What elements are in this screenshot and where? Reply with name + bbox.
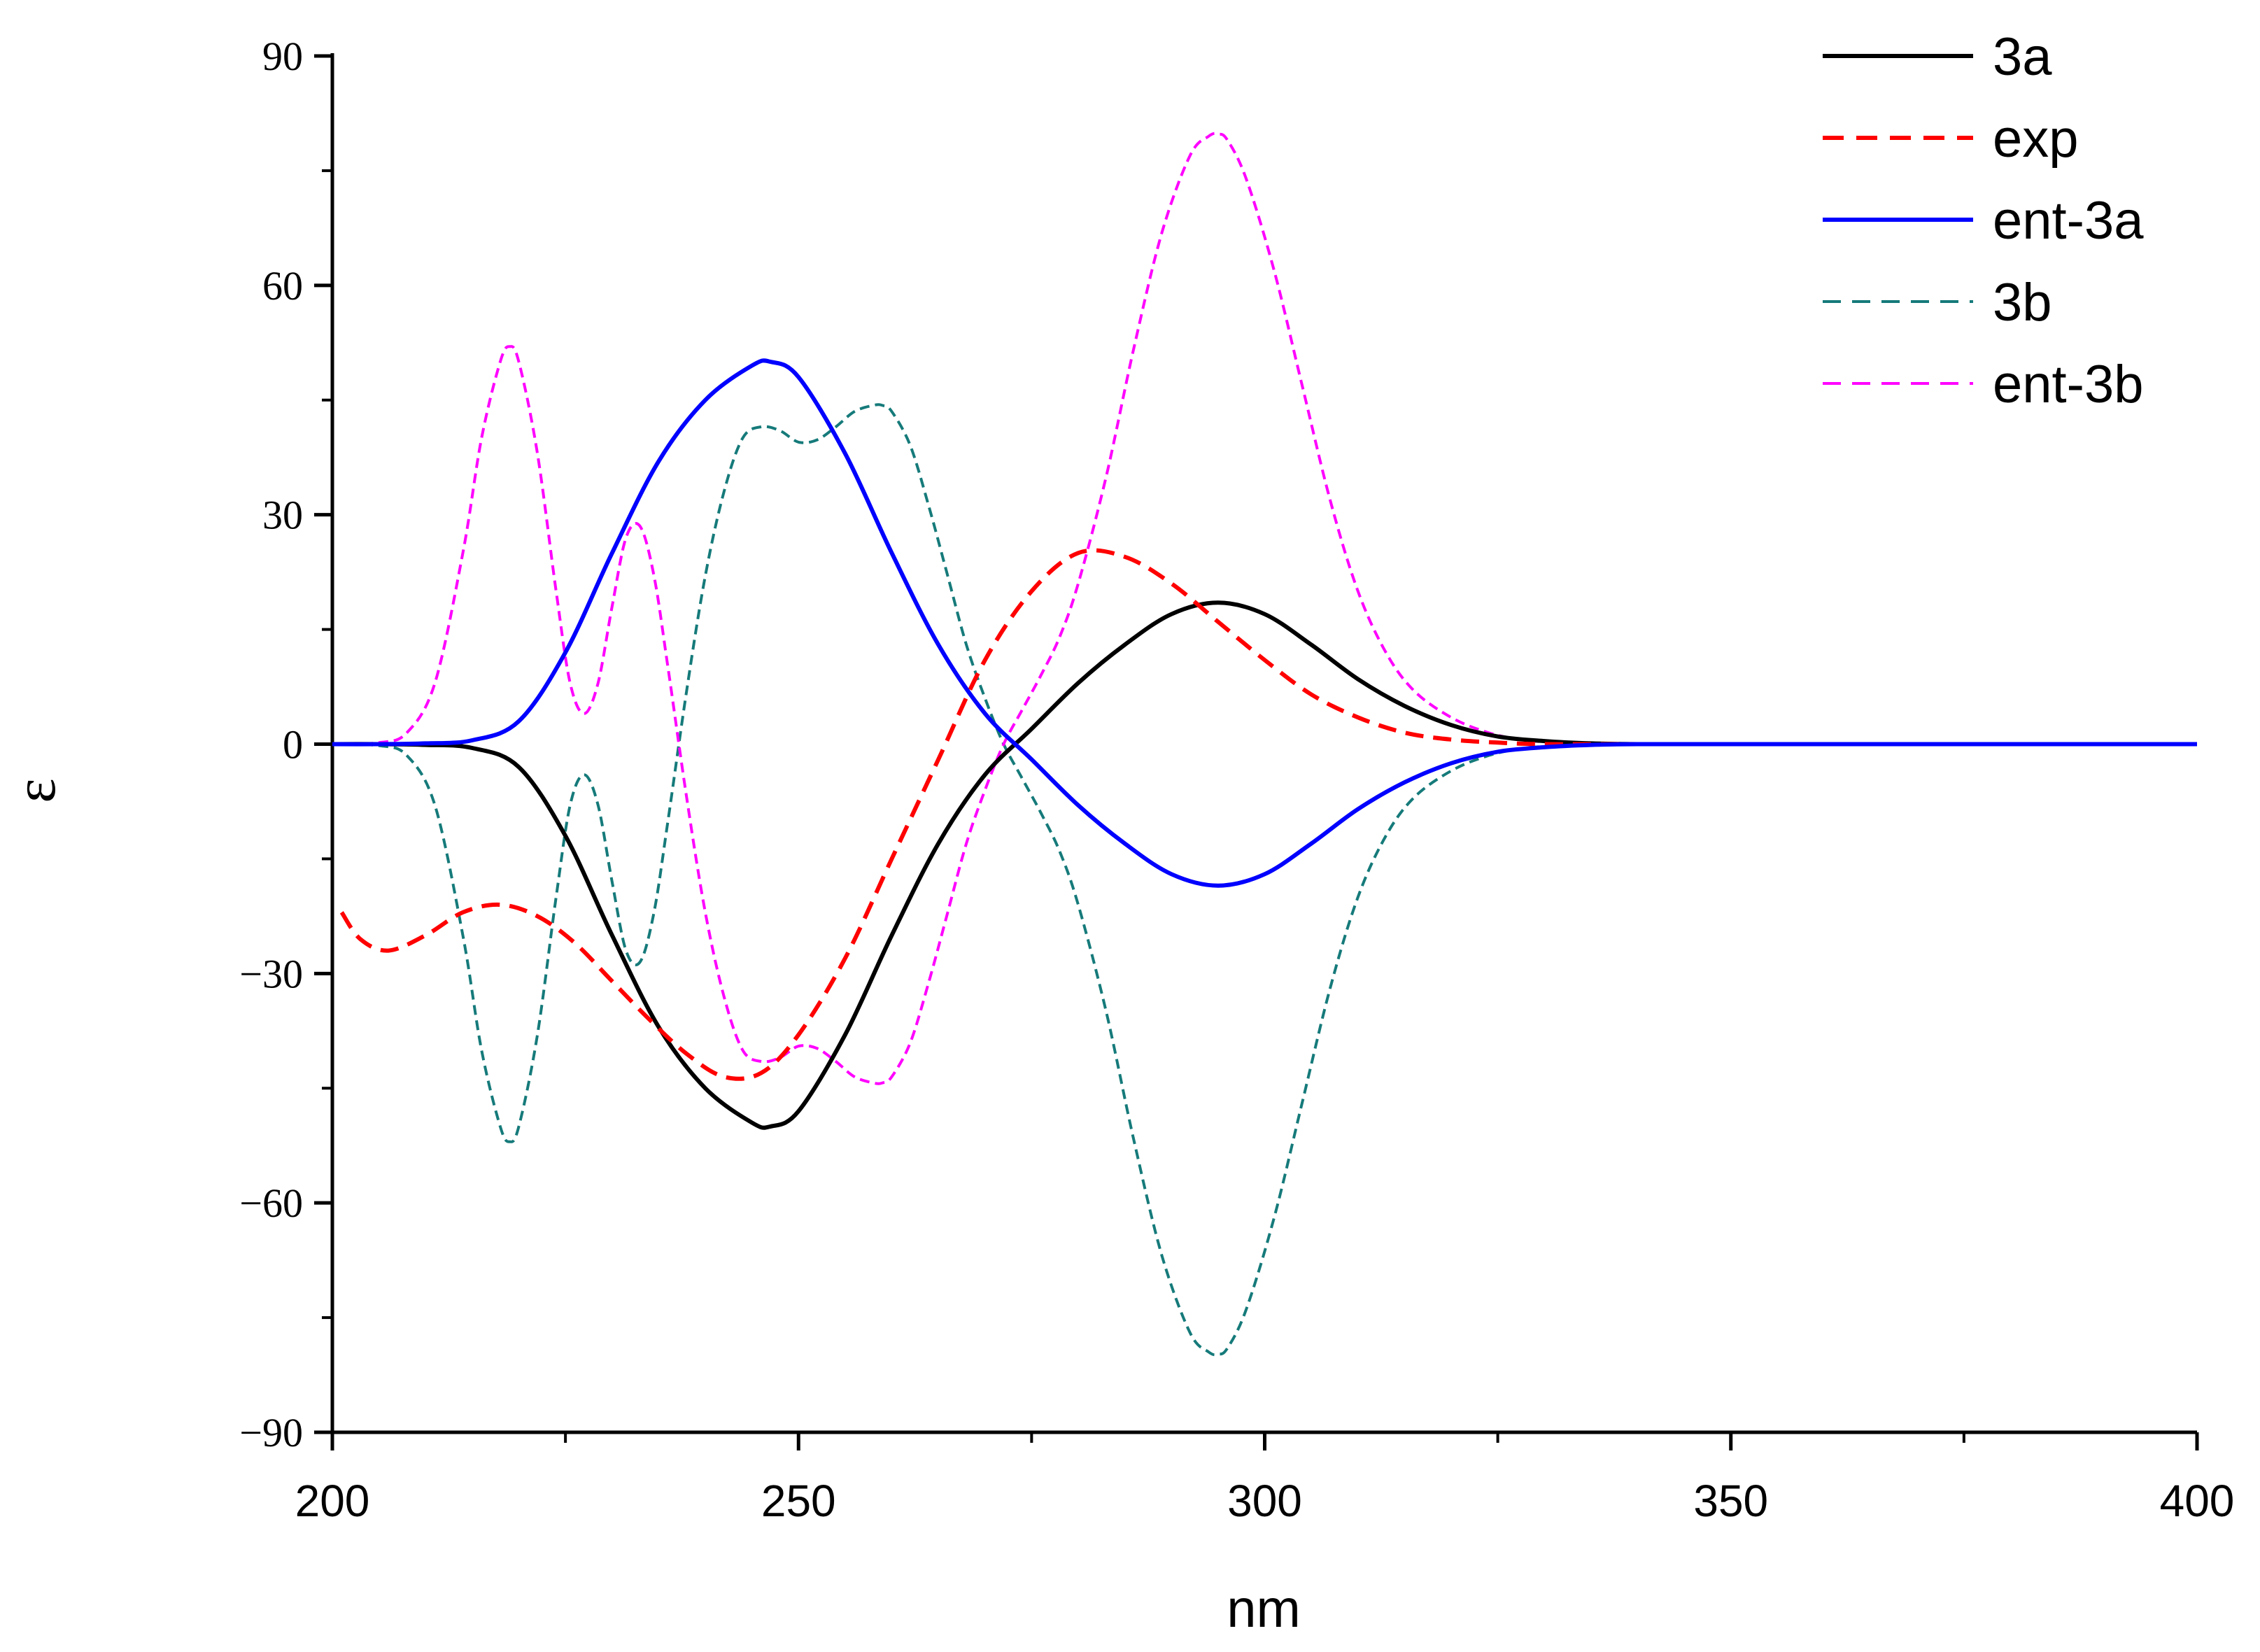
y-tick-label: −60 [239, 1180, 303, 1226]
legend-label-3b: 3b [1993, 273, 2052, 332]
y-tick-label: 60 [262, 263, 303, 309]
x-tick-label: 350 [1693, 1476, 1768, 1526]
legend-label-ent-3a: ent-3a [1993, 191, 2144, 250]
y-tick-label: 0 [283, 722, 303, 768]
series-line-ent-3a [332, 358, 2197, 888]
legend: 3a exp ent-3a 3b ent-3b [1823, 27, 2144, 414]
x-tick-label: 300 [1227, 1476, 1302, 1526]
y-tick-label: 30 [262, 493, 303, 538]
series-line-3b [332, 403, 2197, 1357]
legend-label-exp: exp [1993, 109, 2079, 169]
axes: −90 −60 −30 0 30 60 90 200 250 300 350 400 [239, 34, 2234, 1526]
legend-label-ent-3b: ent-3b [1993, 355, 2144, 414]
y-tick-label: 90 [262, 34, 303, 79]
x-tick-label: 200 [295, 1476, 370, 1526]
series-line-ent-3b [332, 132, 2197, 1085]
y-axis-title: ε [3, 778, 68, 803]
series-lines [332, 132, 2197, 1357]
x-axis-title: nm [1227, 1579, 1301, 1639]
series-line-3a [332, 600, 2197, 1130]
x-tick-label: 250 [761, 1476, 836, 1526]
y-tick-label: −30 [239, 951, 303, 996]
x-tick-label: 400 [2160, 1476, 2235, 1526]
series-line-exp [339, 548, 2197, 1081]
y-tick-label: −90 [239, 1410, 303, 1455]
legend-label-3a: 3a [1993, 27, 2052, 87]
